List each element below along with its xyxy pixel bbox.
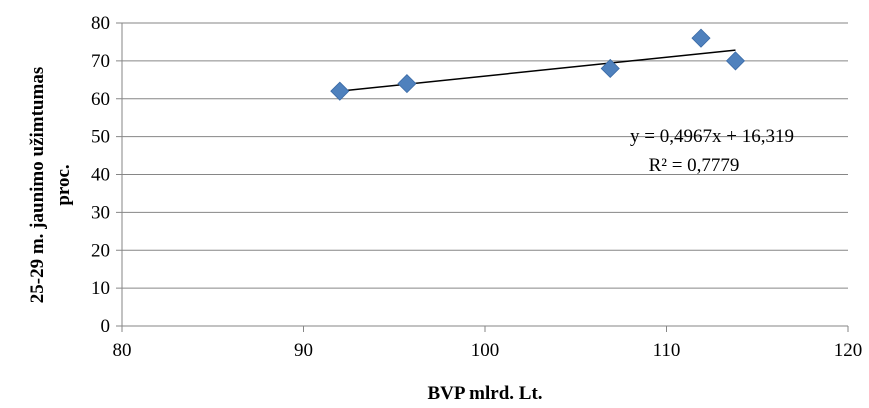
data-point [691, 28, 711, 48]
x-tick-label: 80 [113, 340, 132, 361]
y-tick-label: 0 [101, 316, 111, 337]
y-tick-label: 50 [91, 127, 110, 148]
gridlines [122, 22, 848, 289]
y-tick-label: 80 [91, 13, 110, 34]
axes [116, 22, 849, 332]
data-point [600, 58, 620, 79]
x-tick-labels: 80 90 100 110 120 [113, 340, 863, 361]
data-point [725, 51, 746, 71]
trendline-equation: y = 0,4967x + 16,319 [630, 126, 794, 147]
y-tick-label: 40 [91, 165, 110, 186]
x-tick-label: 100 [471, 340, 500, 361]
y-tick-label: 10 [91, 278, 110, 299]
x-tick-label: 110 [653, 340, 681, 361]
x-tick-label: 90 [294, 340, 313, 361]
y-tick-labels: 0 10 20 30 40 50 60 70 80 [91, 13, 110, 337]
data-points [330, 28, 746, 101]
data-point [397, 74, 417, 94]
y-tick-label: 70 [91, 51, 110, 72]
data-point [330, 81, 350, 101]
y-tick-label: 60 [91, 89, 110, 110]
y-axis-title-line-1: 25-29 m. jaunimo užimtumas [27, 67, 48, 303]
x-tick-label: 120 [834, 340, 863, 361]
y-tick-label: 30 [91, 202, 110, 223]
x-axis-title: BVP mlrd. Lt. [427, 383, 542, 404]
y-axis-title-line-2: proc. [53, 164, 74, 205]
y-tick-label: 20 [91, 240, 110, 261]
trendline-r2: R² = 0,7779 [649, 155, 740, 176]
